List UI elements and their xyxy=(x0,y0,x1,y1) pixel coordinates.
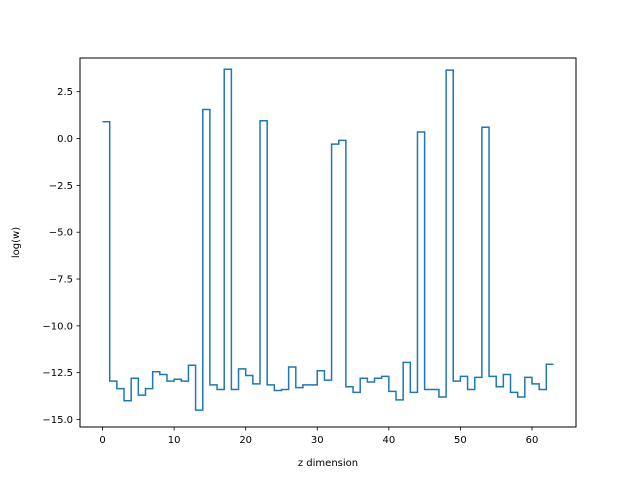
y-tick-label: −15.0 xyxy=(42,415,73,426)
x-tick-label: 50 xyxy=(454,435,467,446)
x-axis-label: z dimension xyxy=(298,458,358,469)
y-tick-label: 0.0 xyxy=(57,134,73,145)
x-tick-label: 20 xyxy=(239,435,252,446)
x-tick-label: 30 xyxy=(311,435,324,446)
axes-frame xyxy=(79,57,577,428)
y-tick-label: −10.0 xyxy=(42,321,73,332)
y-tick-label: −12.5 xyxy=(42,368,73,379)
y-axis-label: log(w) xyxy=(11,227,22,258)
plot-area xyxy=(102,68,554,411)
y-tick-label: −2.5 xyxy=(49,181,73,192)
x-axis-ticks: 0 10 20 30 40 50 60 xyxy=(99,427,538,446)
x-tick-label: 0 xyxy=(99,435,105,446)
x-tick-label: 10 xyxy=(168,435,181,446)
y-tick-label: −5.0 xyxy=(49,228,73,239)
x-tick-label: 60 xyxy=(526,435,539,446)
x-tick-label: 40 xyxy=(382,435,395,446)
y-axis-ticks: −15.0 −12.5 −10.0 −7.5 −5.0 −2.5 0.0 2.5 xyxy=(42,87,80,426)
series-step-line-0 xyxy=(102,68,554,411)
y-tick-label: −7.5 xyxy=(49,275,73,286)
y-tick-label: 2.5 xyxy=(57,87,73,98)
